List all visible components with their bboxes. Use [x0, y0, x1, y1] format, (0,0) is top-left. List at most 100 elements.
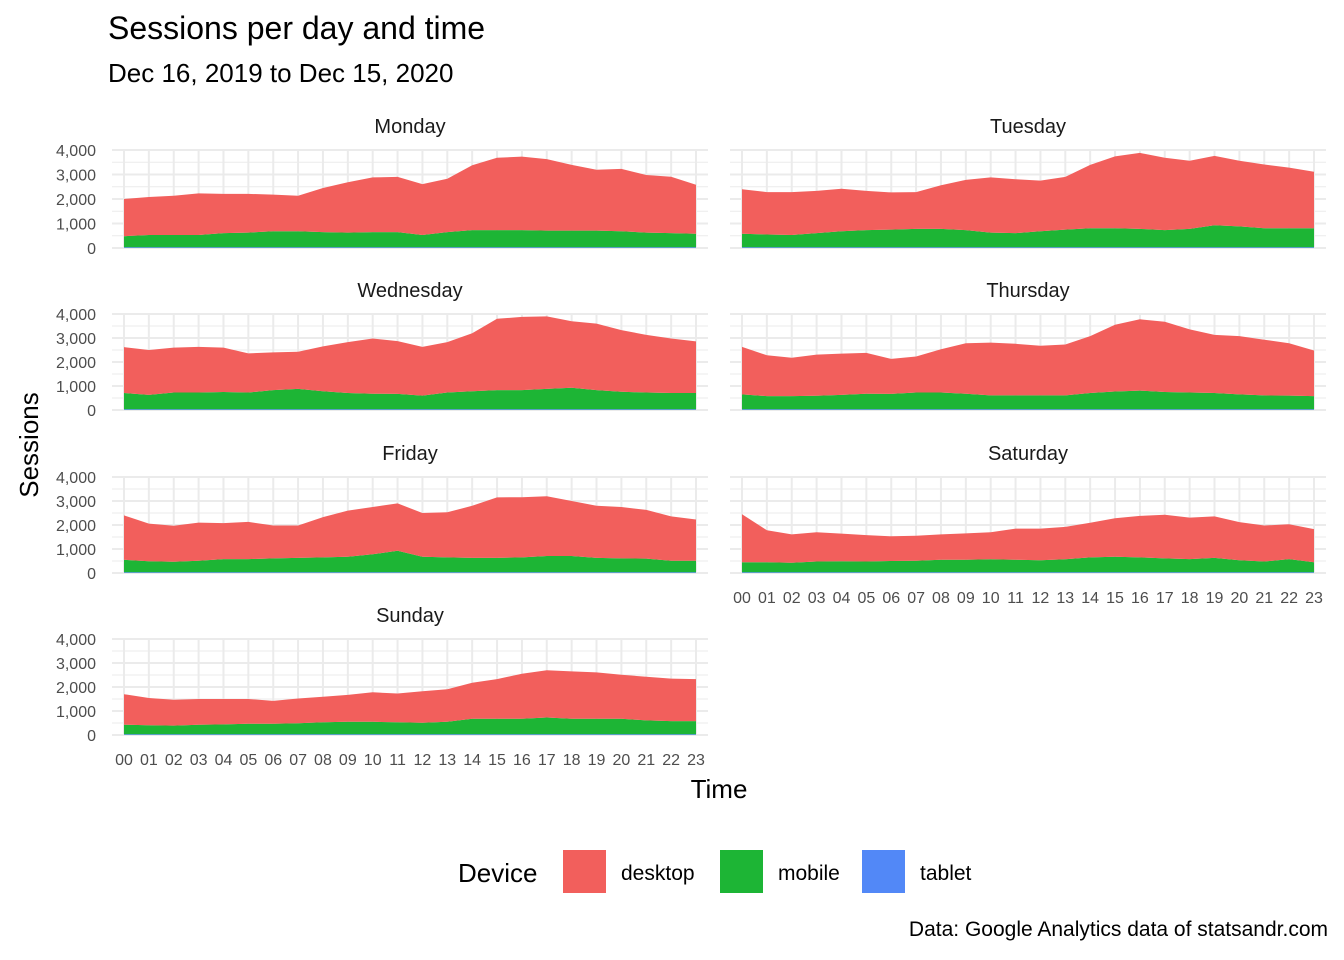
x-tick-label: 21 — [1255, 590, 1273, 607]
facet-label: Tuesday — [990, 116, 1066, 138]
chart-subtitle: Dec 16, 2019 to Dec 15, 2020 — [108, 58, 454, 88]
x-tick-label: 13 — [438, 752, 456, 769]
y-tick-label: 2,000 — [56, 680, 96, 697]
y-tick-label: 3,000 — [56, 494, 96, 511]
x-tick-label: 19 — [588, 752, 606, 769]
x-tick-label: 05 — [239, 752, 257, 769]
x-tick-label: 02 — [783, 590, 801, 607]
legend-key-mobile — [720, 850, 763, 893]
area-series-desktop — [742, 152, 1314, 235]
x-tick-label: 08 — [314, 752, 332, 769]
x-tick-label: 15 — [488, 752, 506, 769]
chart-caption: Data: Google Analytics data of statsandr… — [908, 918, 1328, 941]
x-tick-label: 06 — [264, 752, 282, 769]
x-tick-label: 09 — [957, 590, 975, 607]
facet-label: Wednesday — [357, 280, 462, 302]
area-series-mobile — [742, 556, 1314, 573]
x-tick-label: 16 — [513, 752, 531, 769]
facet-label: Friday — [382, 443, 438, 465]
area-series-tablet — [124, 409, 696, 410]
facet-panel-monday: Monday 0 1,000 2,000 3,000 4,000 — [56, 116, 708, 258]
y-tick-label: 2,000 — [56, 192, 96, 209]
legend-key-desktop — [563, 850, 606, 893]
x-tick-label: 23 — [687, 752, 705, 769]
x-axis-title: Time — [691, 774, 748, 804]
x-tick-label: 14 — [463, 752, 481, 769]
y-axis-title: Sessions — [14, 392, 44, 498]
x-tick-label: 01 — [758, 590, 776, 607]
area-series-tablet — [124, 572, 696, 573]
x-tick-label: 00 — [733, 590, 751, 607]
y-tick-label: 1,000 — [56, 379, 96, 396]
x-tick-label: 23 — [1305, 590, 1323, 607]
area-series-desktop — [742, 319, 1314, 397]
legend-label: tablet — [920, 862, 972, 885]
facet-panel-saturday: Saturday 00 01 02 03 04 05 06 07 08 09 10 11 12 13 14 15… — [730, 443, 1326, 607]
x-tick-label: 02 — [165, 752, 183, 769]
x-tick-label: 03 — [190, 752, 208, 769]
y-tick-label: 4,000 — [56, 470, 96, 487]
area-series-tablet — [124, 247, 696, 248]
x-tick-label: 03 — [808, 590, 826, 607]
area-series-mobile — [124, 550, 696, 573]
x-tick-label: 16 — [1131, 590, 1149, 607]
x-tick-label: 07 — [907, 590, 925, 607]
x-tick-label: 17 — [538, 752, 556, 769]
facet-label: Monday — [374, 116, 445, 138]
y-tick-label: 1,000 — [56, 217, 96, 234]
legend-key-tablet — [862, 850, 905, 893]
x-tick-label: 22 — [1280, 590, 1298, 607]
y-tick-label: 4,000 — [56, 632, 96, 649]
x-tick-label: 11 — [1007, 590, 1024, 607]
y-tick-label: 2,000 — [56, 355, 96, 372]
x-tick-label: 06 — [882, 590, 900, 607]
x-tick-label: 09 — [339, 752, 357, 769]
area-series-mobile — [124, 387, 696, 410]
area-series-desktop — [124, 156, 696, 237]
x-tick-label: 18 — [1181, 590, 1199, 607]
area-series-mobile — [124, 717, 696, 735]
x-tick-label: 11 — [389, 752, 406, 769]
y-tick-label: 2,000 — [56, 518, 96, 535]
x-tick-label: 00 — [115, 752, 133, 769]
facet-label: Sunday — [376, 605, 444, 627]
x-tick-label: 12 — [1032, 590, 1050, 607]
x-tick-label: 05 — [857, 590, 875, 607]
x-tick-label: 19 — [1206, 590, 1224, 607]
x-tick-label: 14 — [1081, 590, 1099, 607]
x-tick-label: 15 — [1106, 590, 1124, 607]
x-tick-label: 21 — [637, 752, 655, 769]
y-tick-label: 0 — [87, 241, 96, 258]
y-tick-label: 4,000 — [56, 307, 96, 324]
facet-panel-wednesday: Wednesday 0 1,000 2,000 3,000 4,000 — [56, 280, 708, 420]
y-tick-label: 0 — [87, 403, 96, 420]
y-tick-label: 1,000 — [56, 542, 96, 559]
area-series-desktop — [742, 514, 1314, 563]
area-series-mobile — [742, 390, 1314, 410]
x-tick-label: 01 — [140, 752, 158, 769]
facet-panel-thursday: Thursday — [730, 280, 1326, 411]
x-tick-label: 08 — [932, 590, 950, 607]
area-series-mobile — [124, 230, 696, 248]
area-series-desktop — [124, 670, 696, 726]
x-tick-label: 04 — [215, 752, 233, 769]
area-series-tablet — [742, 572, 1314, 573]
x-tick-label: 13 — [1056, 590, 1074, 607]
legend: Device desktop mobile tablet — [458, 850, 972, 893]
area-series-desktop — [124, 496, 696, 562]
y-tick-label: 4,000 — [56, 143, 96, 160]
facet-panel-tuesday: Tuesday — [730, 116, 1326, 249]
y-tick-label: 0 — [87, 728, 96, 745]
area-series-tablet — [124, 734, 696, 735]
x-tick-label: 22 — [662, 752, 680, 769]
y-tick-label: 3,000 — [56, 331, 96, 348]
area-series-tablet — [742, 247, 1314, 248]
chart-title: Sessions per day and time — [108, 10, 486, 46]
y-tick-label: 3,000 — [56, 656, 96, 673]
x-tick-label: 17 — [1156, 590, 1174, 607]
legend-label: mobile — [778, 862, 840, 885]
area-series-desktop — [124, 316, 696, 396]
facet-label: Thursday — [986, 280, 1069, 302]
y-tick-label: 3,000 — [56, 168, 96, 185]
legend-title: Device — [458, 858, 537, 888]
